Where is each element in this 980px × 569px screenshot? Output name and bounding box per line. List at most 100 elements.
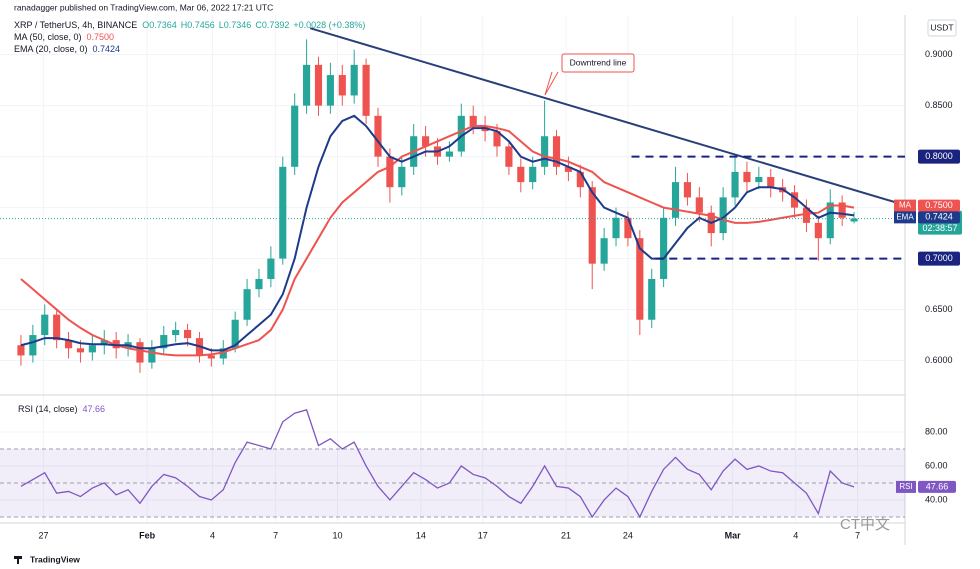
ohlc-open: O0.7364: [142, 20, 177, 30]
candle-body: [826, 202, 834, 239]
candle-body: [445, 151, 453, 157]
indicator-tag: EMA: [896, 212, 914, 221]
plot: [0, 27, 905, 519]
x-tick-label: 21: [561, 530, 571, 540]
x-tick-label: 24: [623, 530, 633, 540]
candle-body: [303, 64, 311, 106]
candle-body: [172, 329, 180, 336]
candle-body: [255, 278, 263, 290]
x-tick-label: 17: [478, 530, 488, 540]
tradingview-logo: TradingView: [30, 554, 80, 564]
indicator-value: 0.7500: [925, 200, 953, 210]
x-tick-label: 7: [855, 530, 860, 540]
candle-body: [564, 166, 572, 172]
candle-body: [541, 136, 549, 167]
candle-body: [648, 278, 656, 320]
indicator-value-box: [918, 199, 960, 212]
rsi-title: RSI (14, close) 47.66: [18, 404, 105, 414]
candle-body: [719, 197, 727, 234]
candle-body: [207, 355, 215, 359]
rsi-value: 47.66: [83, 404, 106, 414]
candle-body: [267, 258, 275, 279]
candle-body: [350, 64, 358, 96]
ma-label: MA (50, close, 0): [14, 32, 82, 42]
candle-body: [683, 182, 691, 198]
candle-body: [802, 207, 811, 223]
y-tick-label: 0.6500: [925, 304, 953, 314]
indicator-tag: MA: [899, 201, 912, 210]
candle-body: [731, 171, 739, 198]
candle-body: [76, 348, 85, 353]
y-tick-label: 0.6000: [925, 355, 953, 365]
candle-body: [231, 319, 239, 349]
indicator-tag-box: [894, 199, 916, 212]
candle-body: [767, 177, 775, 188]
candle-body: [17, 345, 25, 356]
rsi-value-label: 47.66: [926, 481, 949, 491]
ma-value: 0.7500: [87, 32, 115, 42]
trendline: [309, 27, 895, 203]
level-box: [918, 149, 960, 164]
candle-body: [219, 348, 227, 359]
candle-body: [41, 314, 49, 336]
level-label: 0.7000: [925, 253, 953, 263]
candle-body: [469, 115, 477, 127]
candle-body: [243, 289, 251, 320]
indicator-tag-box: [894, 211, 916, 224]
x-tick-label: 7: [273, 530, 278, 540]
x-tick-label: 27: [39, 530, 49, 540]
rsi-label: RSI (14, close): [18, 404, 78, 414]
candle-body: [88, 345, 96, 353]
candle-body: [576, 171, 584, 188]
candle-body: [64, 340, 73, 349]
legend-symbol: XRP / TetherUS, 4h, BINANCE O0.7364 H0.745…: [14, 20, 365, 30]
annotation-pointer: [544, 71, 559, 96]
rsi-tag-box: [896, 480, 916, 493]
candle-body: [529, 166, 537, 183]
candle-body: [755, 177, 763, 183]
candle-body: [422, 136, 430, 147]
candle-body: [374, 115, 382, 157]
currency-box[interactable]: [927, 19, 957, 37]
x-tick-label: 4: [210, 530, 215, 540]
x-tick-label: 14: [416, 530, 426, 540]
level-box: [918, 251, 960, 266]
countdown: 02:38:57: [922, 223, 957, 233]
candle-body: [457, 115, 465, 152]
candle-body: [695, 197, 703, 213]
candle-body: [184, 329, 192, 339]
indicator-value-box: [918, 211, 960, 224]
candle-body: [314, 64, 323, 106]
x-tick-label: 4: [793, 530, 798, 540]
y-tick-label: 0.9000: [925, 49, 953, 59]
candle-body: [850, 218, 858, 222]
candle-body: [53, 314, 61, 341]
x-tick-label: 10: [333, 530, 343, 540]
candle-body: [326, 75, 334, 106]
legend-ema: EMA (20, close, 0) 0.7424: [14, 44, 120, 54]
indicator-value: 0.7424: [925, 212, 953, 222]
rsi-tick-label: 40.00: [925, 494, 948, 504]
indicator-line: [20, 114, 855, 352]
candle-body: [29, 335, 37, 356]
candle-body: [362, 64, 370, 116]
indicator-line: [20, 125, 855, 357]
candle-body: [398, 166, 406, 188]
candle-body: [279, 166, 287, 259]
candle-body: [671, 182, 680, 218]
candle-body: [291, 105, 299, 167]
candle-body: [636, 238, 644, 320]
rsi-line: [20, 409, 855, 519]
watermark: CT中文: [840, 516, 890, 533]
level-label: 0.8000: [925, 151, 953, 161]
candle-body: [838, 202, 846, 218]
candle-body: [136, 342, 144, 363]
rsi-tick-label: 80.00: [925, 426, 948, 436]
candle-body: [814, 222, 822, 239]
ohlc-close: C0.7392: [255, 20, 289, 30]
ema-label: EMA (20, close, 0): [14, 44, 88, 54]
candle-body: [790, 192, 799, 208]
x-tick-label: Feb: [139, 530, 156, 540]
ohlc-high: H0.7456: [181, 20, 215, 30]
